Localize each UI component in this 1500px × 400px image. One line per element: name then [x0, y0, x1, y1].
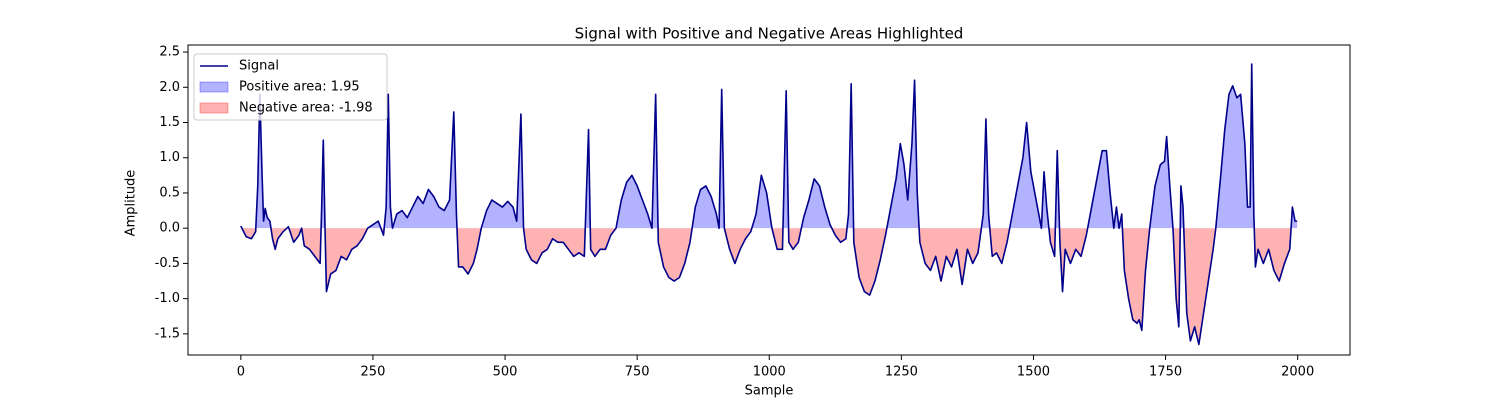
y-tick-label: -0.5: [155, 256, 180, 271]
fill-area: [240, 228, 1298, 345]
x-tick-label: 2000: [1281, 365, 1314, 380]
legend-patch: [199, 81, 229, 93]
x-tick-label: 0: [237, 365, 245, 380]
legend-label: Signal: [239, 59, 279, 74]
x-tick-label: 1750: [1149, 365, 1182, 380]
y-tick-label: 0.0: [159, 221, 180, 236]
x-tick-label: 500: [493, 365, 518, 380]
y-tick-label: 1.5: [159, 115, 180, 130]
legend-box: [193, 53, 388, 121]
legend-label: Negative area: -1.98: [239, 101, 373, 116]
y-tick-label: -1.0: [155, 291, 180, 306]
x-tick-label: 1250: [885, 365, 918, 380]
x-tick-label: 1000: [753, 365, 786, 380]
y-axis-label: Amplitude: [124, 170, 139, 237]
legend-patch: [199, 102, 229, 114]
y-tick-label: 1.0: [159, 150, 180, 165]
y-tick-label: 2.0: [159, 80, 180, 95]
y-tick-label: 0.5: [159, 185, 180, 200]
x-tick-label: 250: [361, 365, 386, 380]
legend-label: Positive area: 1.95: [239, 80, 360, 95]
x-tick-label: 750: [625, 365, 650, 380]
x-tick-label: 1500: [1017, 365, 1050, 380]
chart-title: Signal with Positive and Negative Areas …: [575, 25, 964, 43]
y-tick-label: -1.5: [155, 326, 180, 341]
plot-frame: [187, 44, 1351, 356]
y-tick-label: 2.5: [159, 45, 180, 60]
x-axis-label: Sample: [745, 384, 794, 399]
signal-line: [240, 63, 1298, 346]
